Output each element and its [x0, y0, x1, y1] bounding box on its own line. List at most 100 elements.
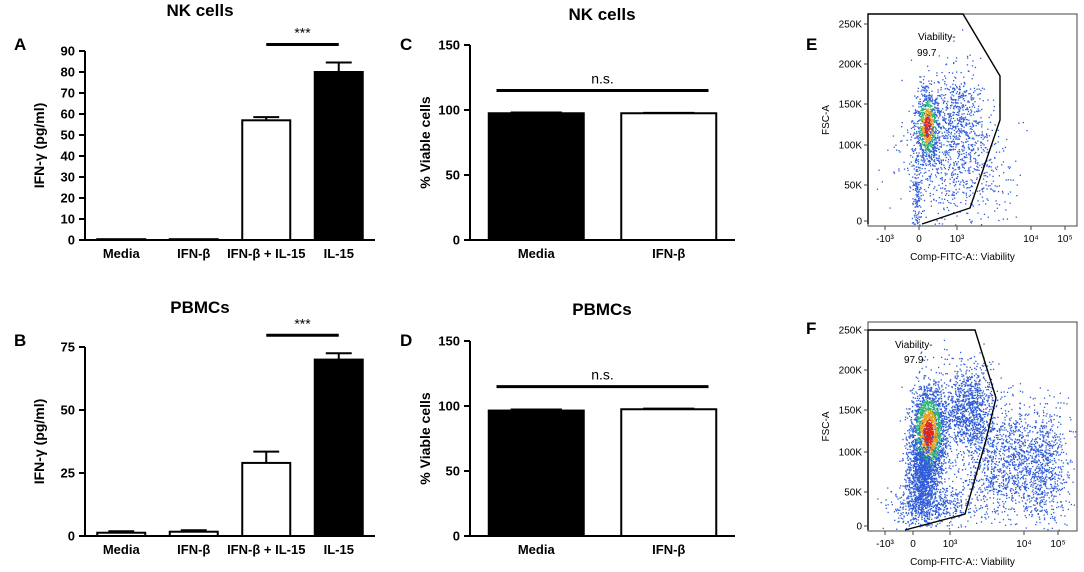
event-dot — [921, 156, 923, 159]
event-dot — [933, 126, 935, 128]
event-dot — [937, 107, 939, 109]
event-dot — [925, 163, 927, 165]
event-dot — [913, 430, 915, 433]
event-dot — [961, 153, 963, 155]
event-dot — [925, 427, 928, 429]
event-dot — [945, 156, 948, 159]
event-dot — [917, 214, 919, 216]
event-dot — [929, 449, 931, 451]
event-dot — [965, 138, 968, 140]
event-dot — [908, 481, 910, 483]
event-dot — [965, 151, 967, 154]
event-dot — [956, 123, 959, 125]
event-dot — [958, 166, 960, 168]
event-dot — [973, 157, 975, 160]
event-dot — [959, 117, 961, 119]
event-dot — [923, 455, 925, 457]
event-dot — [927, 85, 929, 87]
event-dot — [972, 148, 975, 150]
event-dot — [920, 445, 922, 448]
event-dot — [955, 144, 957, 146]
event-dot — [969, 137, 971, 139]
event-dot — [916, 181, 918, 183]
event-dot — [912, 185, 914, 187]
event-dot — [994, 190, 996, 192]
event-dot — [938, 457, 940, 460]
event-dot — [955, 106, 958, 108]
event-dot — [925, 366, 927, 368]
event-dot — [910, 453, 912, 455]
event-dot — [917, 489, 920, 491]
event-dot — [928, 94, 930, 97]
event-dot — [942, 102, 945, 104]
event-dot — [930, 400, 932, 402]
event-dot — [927, 390, 929, 392]
panel-letter: A — [14, 35, 26, 54]
event-dot — [937, 172, 940, 174]
event-dot — [919, 424, 921, 427]
event-dot — [929, 115, 931, 117]
event-dot — [944, 429, 946, 431]
event-dot — [948, 154, 950, 156]
event-dot — [953, 179, 955, 181]
event-dot — [985, 175, 987, 177]
event-dot — [927, 100, 929, 103]
event-dot — [921, 179, 923, 182]
event-dot — [956, 144, 958, 146]
event-dot — [916, 428, 918, 430]
event-dot — [933, 187, 935, 190]
event-dot — [970, 221, 972, 223]
event-dot — [927, 409, 929, 412]
event-dot — [910, 464, 912, 466]
event-dot — [935, 455, 937, 457]
event-dot — [928, 126, 930, 128]
event-dot — [928, 121, 930, 123]
event-dot — [979, 134, 981, 136]
event-dot — [920, 109, 922, 111]
event-dot — [953, 129, 955, 131]
event-dot — [931, 151, 933, 153]
event-dot — [966, 132, 968, 134]
event-dot — [958, 93, 960, 95]
event-dot — [921, 406, 923, 409]
event-dot — [933, 487, 935, 490]
event-dot — [919, 148, 921, 150]
event-dot — [959, 167, 961, 169]
event-dot — [932, 467, 934, 469]
category-label: IL-15 — [324, 246, 354, 261]
event-dot — [916, 205, 918, 207]
event-dot — [922, 436, 924, 439]
event-dot — [920, 404, 922, 406]
event-dot — [919, 113, 921, 115]
event-dot — [942, 454, 944, 456]
event-dot — [929, 137, 931, 139]
event-dot — [986, 148, 989, 151]
event-dot — [975, 162, 977, 164]
event-dot — [926, 110, 929, 113]
event-dot — [931, 420, 933, 422]
event-dot — [927, 442, 929, 444]
event-dot — [922, 444, 924, 446]
event-dot — [935, 143, 938, 145]
event-dot — [977, 110, 979, 112]
event-dot — [919, 76, 921, 78]
event-dot — [914, 114, 916, 117]
event-dot — [934, 148, 936, 150]
event-dot — [929, 99, 932, 101]
event-dot — [952, 126, 954, 128]
event-dot — [952, 138, 955, 140]
event-dot — [940, 438, 943, 440]
event-dot — [935, 143, 937, 145]
event-dot — [963, 113, 965, 115]
event-dot — [953, 143, 955, 145]
event-dot — [932, 458, 935, 461]
event-dot — [942, 118, 944, 120]
event-dot — [934, 438, 936, 441]
event-dot — [936, 424, 938, 426]
event-dot — [937, 436, 939, 438]
event-dot — [933, 486, 936, 488]
event-dot — [990, 188, 992, 190]
event-dot — [936, 427, 938, 429]
event-dot — [989, 185, 991, 187]
event-dot — [956, 91, 958, 93]
